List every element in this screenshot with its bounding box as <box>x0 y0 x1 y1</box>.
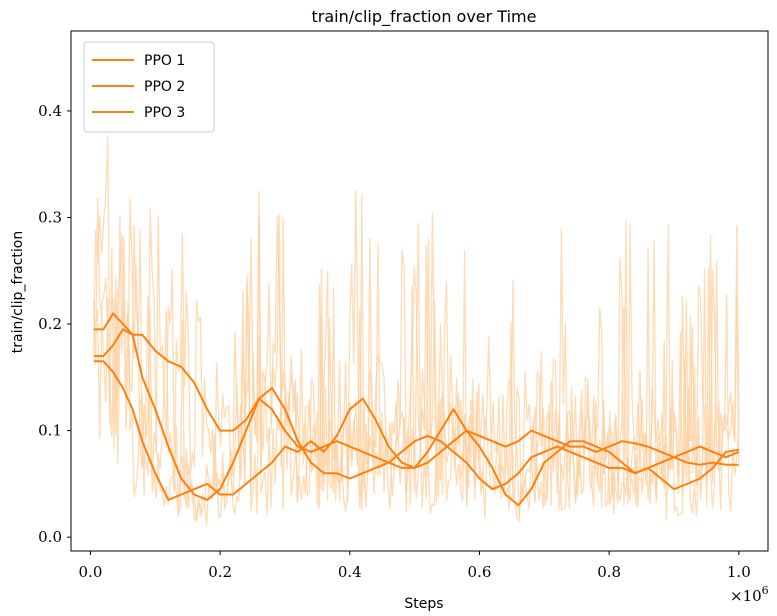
y-tick-label: 0.3 <box>38 208 62 226</box>
x-axis-label: Steps <box>404 596 443 612</box>
x-axis: 0.0 0.2 0.4 0.6 0.8 1.0 <box>79 551 751 581</box>
raw-trace-ppo-2 <box>93 135 740 514</box>
series-line-ppo-3 <box>93 360 739 507</box>
x-tick-label: 0.8 <box>597 563 621 581</box>
x-offset-exponent: 6 <box>762 584 769 597</box>
x-offset-base: ×10 <box>730 587 762 605</box>
x-tick-label: 0.4 <box>338 563 362 581</box>
x-tick-label: 0.2 <box>208 563 232 581</box>
y-tick-label: 0.1 <box>38 422 62 440</box>
legend-label-ppo-1: PPO 1 <box>144 53 185 69</box>
legend-label-ppo-3: PPO 3 <box>144 105 185 121</box>
series-line-ppo-1 <box>93 328 740 501</box>
x-tick-label: 0.0 <box>79 563 103 581</box>
y-tick-label: 0.4 <box>38 102 62 120</box>
series-line-ppo-2 <box>93 312 739 469</box>
legend-label-ppo-2: PPO 2 <box>144 79 185 95</box>
y-axis: 0.0 0.1 0.2 0.3 0.4 <box>38 102 71 546</box>
x-tick-label: 1.0 <box>727 563 751 581</box>
plot-frame <box>70 30 769 552</box>
legend: PPO 1 PPO 2 PPO 3 <box>83 41 215 133</box>
y-axis-label: train/clip_fraction <box>10 231 26 353</box>
x-tick-label: 0.6 <box>468 563 492 581</box>
y-tick-label: 0.2 <box>38 315 62 333</box>
chart-title: train/clip_fraction over Time <box>312 7 537 27</box>
smoothed-series-layer <box>93 312 740 507</box>
y-tick-label: 0.0 <box>38 528 62 546</box>
x-offset-label: ×106 <box>730 584 769 605</box>
legend-box <box>83 41 215 133</box>
